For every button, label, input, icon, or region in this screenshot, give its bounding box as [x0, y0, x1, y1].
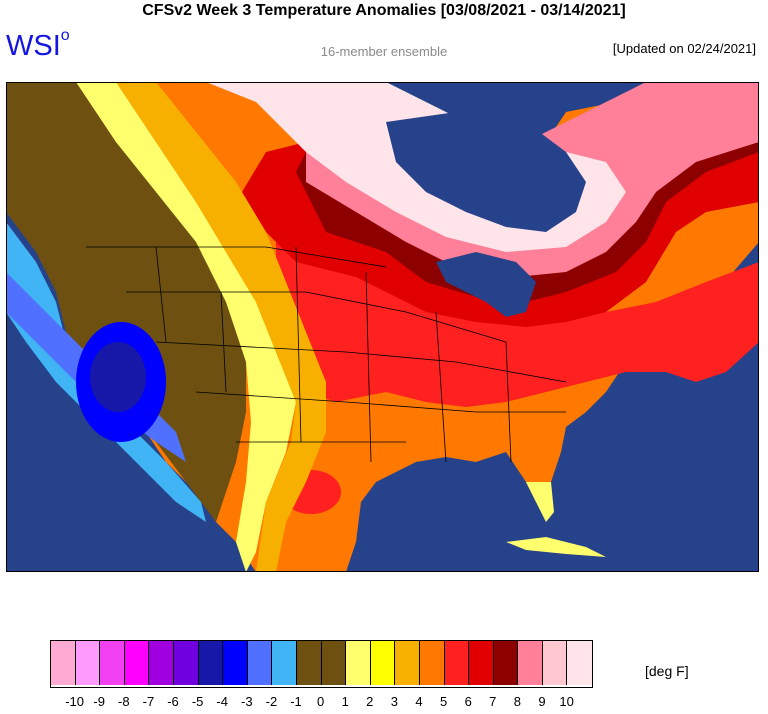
- legend-swatch: [321, 641, 347, 685]
- temperature-anomaly-map: [6, 82, 759, 572]
- legend-tick-label: 2: [366, 694, 374, 709]
- legend-swatch: [198, 641, 224, 685]
- hudson-bay: [386, 112, 586, 232]
- legend-tick-label: 0: [316, 694, 325, 709]
- legend-tick-label: 10: [559, 694, 574, 709]
- legend-swatch: [469, 641, 494, 685]
- legend-swatch: [124, 641, 150, 685]
- california-navy-core: [90, 342, 146, 412]
- legend-swatch: [518, 641, 543, 685]
- updated-date: [Updated on 02/24/2021]: [612, 41, 756, 56]
- legend-swatch: [395, 641, 420, 685]
- legend-swatch: [296, 641, 322, 685]
- legend-tick-label: -6: [167, 694, 179, 709]
- legend-tick-label: 8: [513, 694, 522, 709]
- legend-swatch: [223, 641, 248, 685]
- legend-swatch: [542, 641, 568, 685]
- map-title: CFSv2 Week 3 Temperature Anomalies [03/0…: [142, 2, 626, 19]
- legend-tick-label: 9: [538, 694, 546, 709]
- legend-tick-label: 1: [341, 694, 349, 709]
- legend-tick-label: 3: [390, 694, 399, 709]
- legend-tick-label: -10: [65, 694, 84, 709]
- legend-tick-label: -9: [93, 694, 105, 709]
- legend-swatch: [370, 641, 396, 685]
- color-scale-legend: [50, 640, 594, 688]
- band-brown: [6, 82, 246, 522]
- legend-swatch: [149, 641, 174, 685]
- band-orange: [116, 82, 326, 572]
- legend-swatch: [346, 641, 371, 685]
- legend-swatch: [173, 641, 199, 685]
- legend-tick-labels: -10 -9 -8 -7 -6 -5 -4 -3 -2 -1 0 1 2 3 4 5 6 7 8 9 10: [50, 694, 600, 710]
- logo-text: WSI: [6, 30, 61, 62]
- legend-tick-label: 4: [415, 694, 423, 709]
- legend-tick-label: -4: [216, 694, 228, 709]
- legend-swatch: [247, 641, 273, 685]
- legend-tick-label: -8: [118, 694, 130, 709]
- legend-swatch: [567, 641, 593, 685]
- legend-tick-label: -3: [241, 694, 253, 709]
- legend-swatch: [272, 641, 297, 685]
- state-lines: [86, 246, 567, 463]
- legend-tick-label: -2: [265, 694, 278, 709]
- wsi-logo: WSIo: [6, 27, 70, 63]
- great-lakes: [436, 252, 536, 317]
- band-lightblue: [6, 222, 206, 522]
- legend-tick-label: -7: [142, 694, 155, 709]
- florida: [526, 482, 554, 522]
- legend-swatch: [75, 641, 101, 685]
- legend-tick-label: 6: [464, 694, 472, 709]
- band-yellow: [76, 82, 296, 572]
- ensemble-subtitle: 16-member ensemble: [320, 44, 448, 59]
- legend-swatch: [419, 641, 445, 685]
- legend-unit: [deg F]: [645, 663, 689, 679]
- legend-swatch: [51, 641, 76, 685]
- cuba: [506, 537, 606, 557]
- legend-tick-label: 7: [489, 694, 497, 709]
- legend-swatch: [444, 641, 470, 685]
- legend-swatch: [100, 641, 125, 685]
- legend-tick-label: -5: [191, 694, 204, 709]
- gulf-of-mexico: [366, 467, 536, 572]
- legend-swatch: [493, 641, 519, 685]
- legend-tick-label: 5: [439, 694, 448, 709]
- legend-tick-label: -1: [290, 694, 302, 709]
- logo-mark: o: [60, 27, 70, 45]
